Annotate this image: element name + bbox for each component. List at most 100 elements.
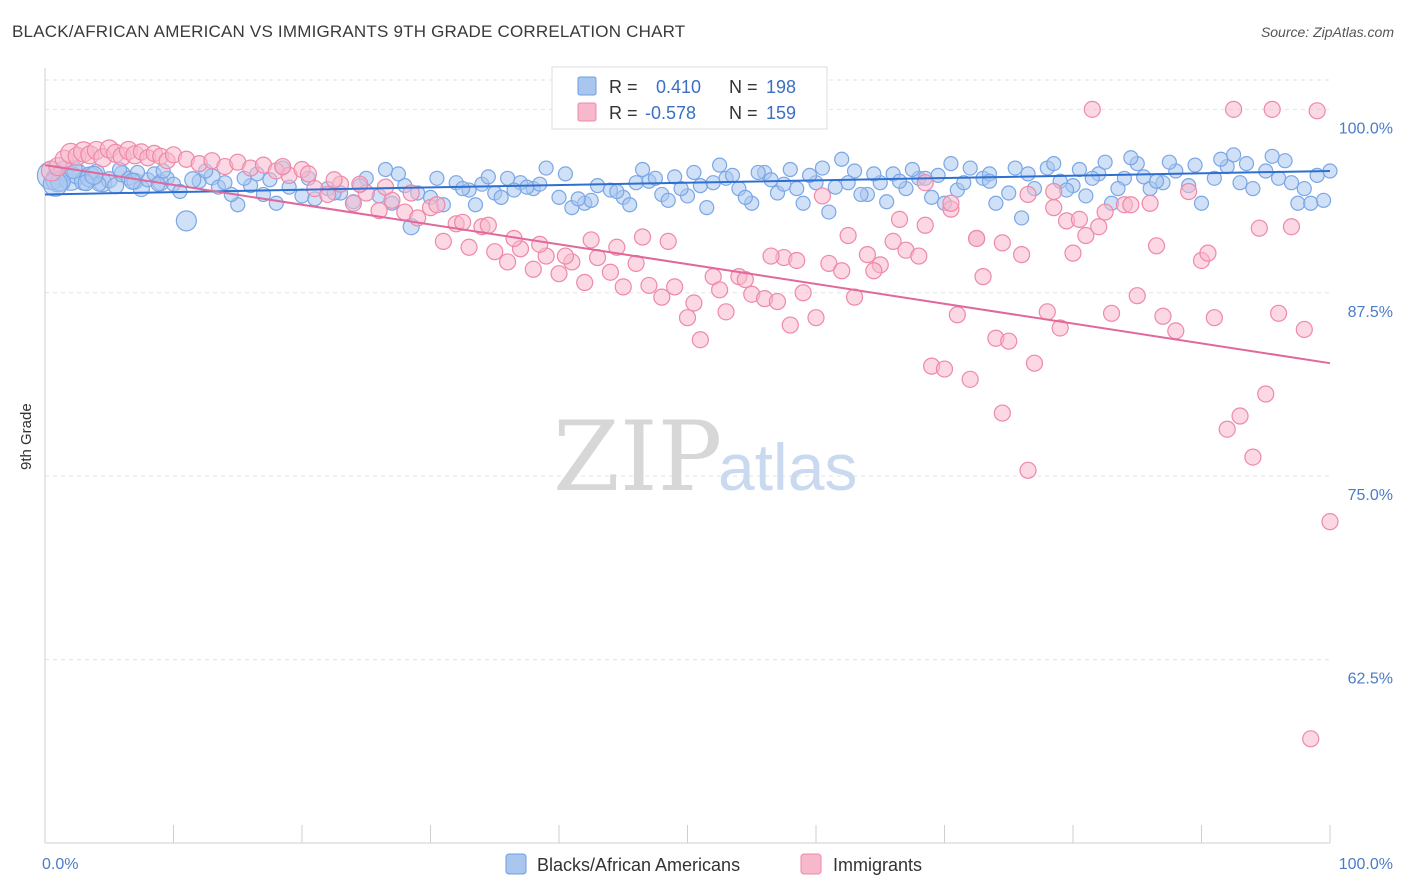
point-immigrants	[633, 228, 652, 246]
point-immigrants	[550, 265, 568, 283]
point-blacks	[1283, 175, 1300, 191]
point-blacks	[1206, 170, 1222, 186]
point-blacks	[1071, 161, 1088, 178]
point-immigrants	[833, 262, 851, 280]
point-blacks	[1110, 180, 1126, 197]
point-blacks	[1046, 156, 1062, 172]
point-immigrants	[807, 309, 825, 327]
point-blacks	[1123, 150, 1139, 166]
point-immigrants	[460, 238, 478, 256]
point-blacks	[1013, 210, 1030, 226]
point-immigrants	[1141, 194, 1159, 212]
trend-lines	[44, 164, 1331, 365]
point-immigrants	[762, 247, 780, 265]
point-immigrants	[601, 263, 620, 281]
point-blacks	[814, 160, 831, 176]
point-blacks	[551, 189, 567, 205]
point-blacks	[840, 175, 856, 191]
point-blacks	[821, 204, 837, 220]
legend-swatch-immigrants	[577, 102, 597, 122]
point-immigrants	[402, 184, 420, 202]
point-blacks	[763, 172, 779, 188]
bottom-legend-label-immigrants: Immigrants	[833, 855, 922, 875]
point-blacks	[853, 186, 869, 203]
point-blacks	[1264, 148, 1280, 164]
point-immigrants	[736, 270, 754, 289]
y-tick-label: 75.0%	[1348, 487, 1393, 504]
y-tick-labels: 62.5% 75.0% 87.5% 100.0%	[1339, 120, 1393, 687]
point-blacks	[455, 180, 471, 197]
point-immigrants	[1128, 287, 1146, 305]
point-immigrants	[1070, 210, 1089, 228]
point-immigrants	[1321, 513, 1339, 531]
point-blacks	[622, 197, 638, 213]
point-blacks	[184, 171, 202, 189]
point-immigrants	[1257, 385, 1275, 403]
point-immigrants	[640, 276, 658, 295]
point-blacks	[660, 192, 676, 208]
point-blacks	[924, 189, 940, 205]
point-blacks	[1226, 147, 1242, 163]
point-immigrants	[614, 278, 632, 296]
point-blacks	[1161, 154, 1177, 170]
point-immigrants	[1269, 304, 1288, 322]
legend-n-value-blacks: 198	[766, 77, 796, 97]
chart-title: BLACK/AFRICAN AMERICAN VS IMMIGRANTS 9TH…	[12, 22, 686, 41]
point-blacks	[1213, 151, 1229, 167]
bottom-legend-label-blacks: Blacks/African Americans	[537, 855, 740, 875]
point-blacks	[557, 166, 574, 182]
point-blacks	[175, 210, 197, 232]
point-immigrants	[428, 196, 446, 214]
point-blacks	[1296, 180, 1312, 197]
legend-n-label-immigrants: N =	[729, 103, 758, 123]
point-blacks	[795, 195, 811, 211]
point-immigrants	[1083, 100, 1101, 118]
stats-legend: R = 0.410 N = 198 R = -0.578 N = 159	[551, 66, 828, 130]
point-immigrants	[685, 294, 703, 312]
point-blacks	[429, 170, 445, 186]
point-blacks	[609, 183, 625, 200]
point-blacks	[268, 195, 284, 211]
point-blacks	[1238, 156, 1255, 172]
point-immigrants	[582, 231, 600, 249]
point-blacks	[904, 161, 920, 178]
point-immigrants	[376, 178, 395, 196]
point-immigrants	[961, 370, 979, 388]
point-blacks	[782, 161, 798, 178]
point-blacks	[519, 179, 535, 195]
point-immigrants	[788, 251, 806, 270]
legend-swatch-blacks	[577, 76, 597, 96]
point-blacks	[801, 167, 818, 183]
legend-r-label-immigrants: R =	[609, 103, 638, 123]
point-immigrants	[1000, 332, 1018, 350]
point-blacks	[1232, 175, 1248, 191]
point-immigrants	[890, 210, 909, 228]
point-immigrants	[781, 316, 799, 334]
trend-line-immigrants	[44, 164, 1331, 365]
point-blacks	[692, 178, 708, 194]
point-blacks	[943, 156, 959, 172]
point-blacks	[712, 157, 728, 173]
axes	[44, 68, 1331, 844]
point-immigrants	[1167, 322, 1185, 340]
point-immigrants	[678, 309, 697, 327]
point-immigrants	[794, 284, 812, 302]
series-immigrants-points	[40, 100, 1339, 748]
point-immigrants	[608, 238, 626, 256]
point-blacks	[493, 189, 509, 205]
point-immigrants	[325, 171, 343, 189]
point-blacks	[737, 189, 753, 205]
point-blacks	[1136, 169, 1152, 185]
legend-n-value-immigrants: 159	[766, 103, 796, 123]
watermark-atlas-text: atlas	[718, 430, 857, 504]
point-blacks	[1303, 195, 1319, 211]
point-immigrants	[499, 253, 517, 271]
point-immigrants	[916, 216, 934, 234]
x-tick-label-max: 100.0%	[1339, 856, 1393, 873]
point-blacks	[789, 180, 805, 197]
point-immigrants	[659, 232, 677, 251]
point-immigrants	[711, 281, 729, 299]
point-blacks	[1078, 188, 1094, 204]
point-blacks	[827, 179, 843, 195]
point-immigrants	[768, 292, 787, 311]
